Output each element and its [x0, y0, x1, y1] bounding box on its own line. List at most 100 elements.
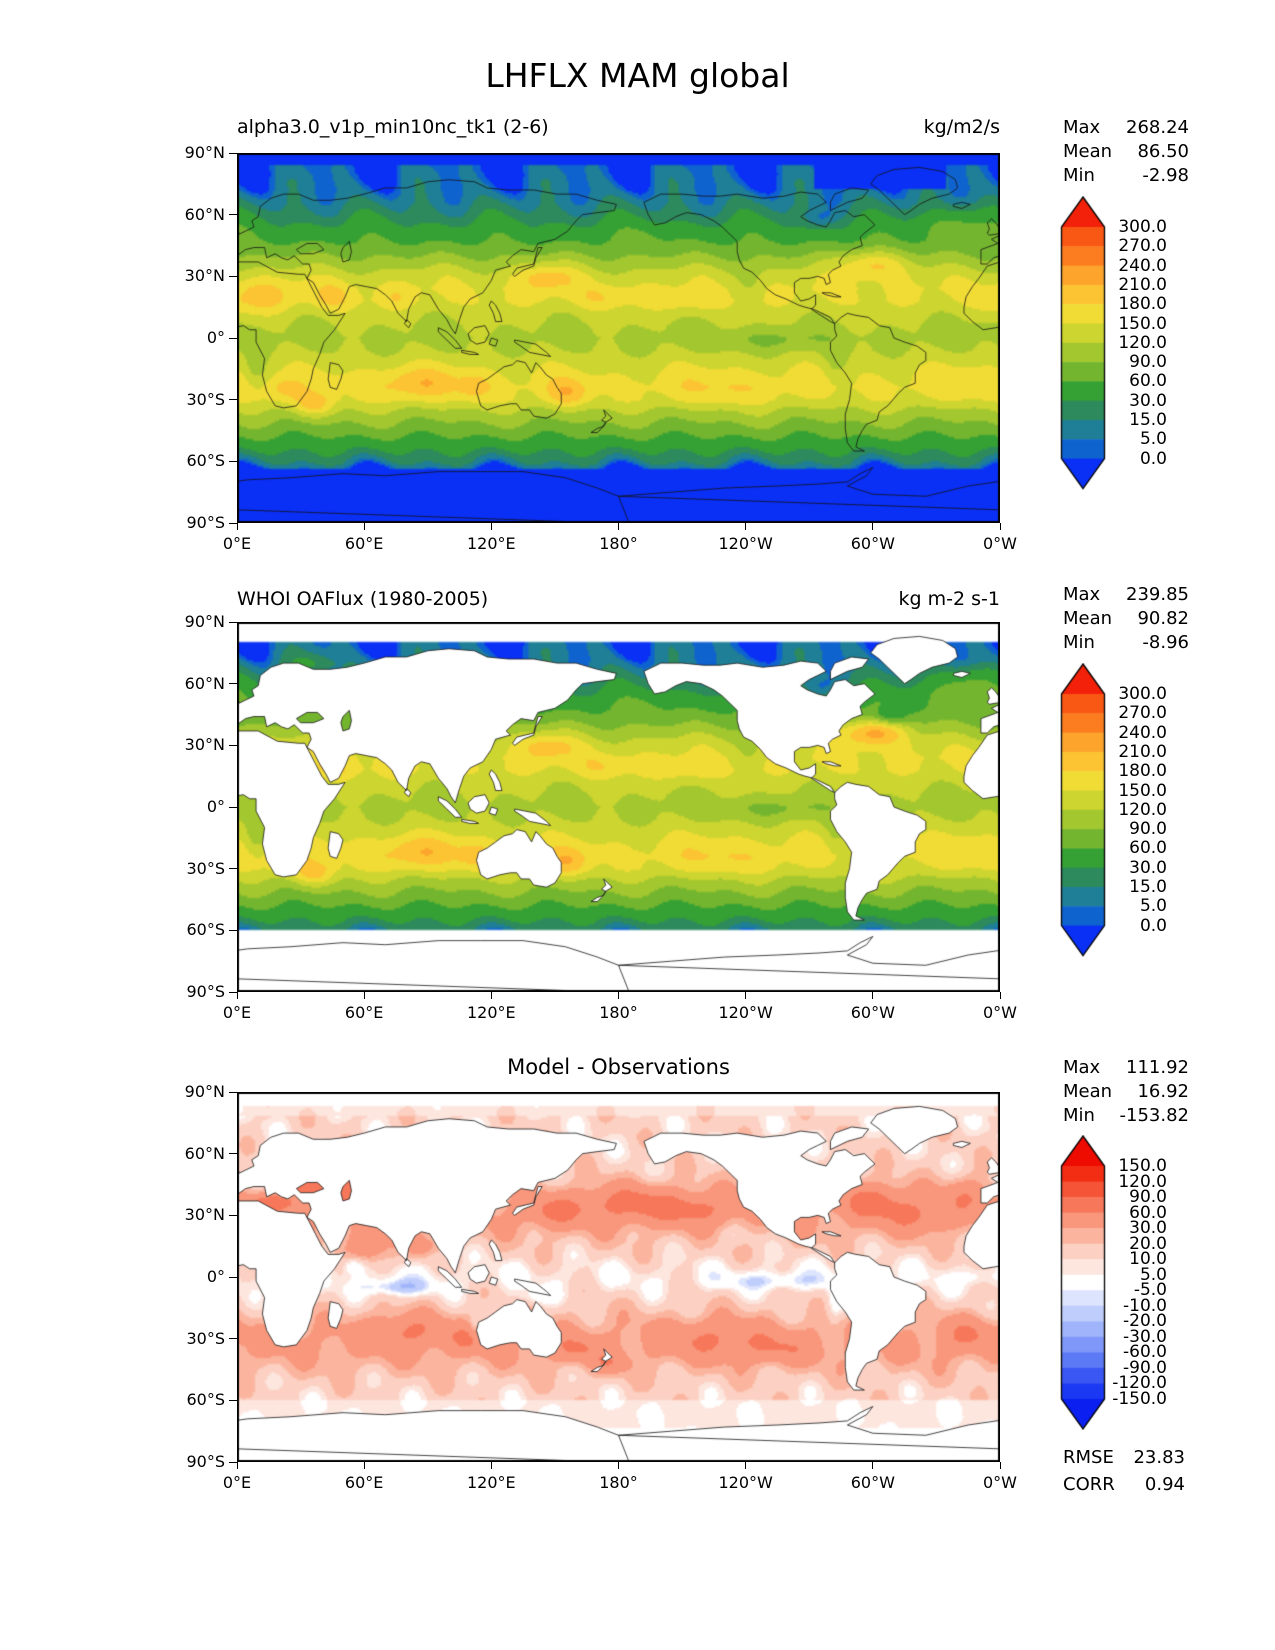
x-tick-label: 60°W: [850, 1473, 895, 1492]
x-tick-mark: [872, 992, 874, 999]
stats-obs: Max 239.85 Mean 90.82 Min -8.96: [1063, 583, 1189, 655]
x-tick-mark: [618, 523, 619, 530]
x-tick-mark: [363, 992, 365, 999]
stat-value: -153.82: [1119, 1105, 1189, 1126]
stat-label: Mean: [1063, 608, 1113, 629]
colorbar-tick-label: 300.0: [1118, 684, 1167, 704]
y-tick-mark: [229, 1461, 237, 1463]
x-tick-label: 180°: [599, 1003, 638, 1022]
y-tick-mark: [229, 337, 237, 339]
x-tick-label: 60°W: [850, 1003, 895, 1022]
metric-value: 23.83: [1133, 1447, 1185, 1468]
y-tick-label: 60°N: [184, 1143, 225, 1163]
colorbar-tick-label: -60.0: [1123, 1342, 1167, 1363]
x-tick-label: 0°W: [983, 534, 1017, 553]
stat-value: 239.85: [1126, 584, 1189, 605]
colorbar-tick-label: 150.0: [1118, 780, 1167, 801]
x-tick-label: 60°E: [344, 1003, 384, 1022]
x-tick-label: 60°E: [344, 1473, 384, 1492]
colorbar-tick-label: 30.0: [1129, 857, 1167, 878]
metric-label: RMSE: [1063, 1447, 1114, 1468]
stat-value: 86.50: [1137, 141, 1189, 162]
y-tick-label: 60°S: [186, 1390, 225, 1410]
colorbar-tick-label: -20.0: [1123, 1311, 1167, 1332]
colorbar-tick-label: 240.0: [1118, 722, 1167, 743]
x-tick-label: 180°: [599, 1473, 638, 1492]
y-tick-mark: [229, 1276, 237, 1278]
colorbar-tick-label: 210.0: [1118, 274, 1167, 295]
x-tick-mark: [236, 523, 238, 530]
x-tick-label: 120°E: [467, 534, 516, 553]
map-obs-canvas: [237, 622, 1000, 992]
stat-label: Min: [1063, 165, 1095, 186]
x-tick-mark: [236, 1462, 238, 1469]
metric-row: CORR 0.94: [1063, 1471, 1185, 1498]
colorbar-tick-label: 270.0: [1118, 703, 1167, 724]
y-tick-label: 0°: [206, 328, 225, 347]
colorbar-tick-label: 30.0: [1129, 390, 1167, 411]
y-tick-label: 90°S: [186, 982, 225, 1001]
x-tick-mark: [490, 992, 492, 999]
colorbar-tick-label: 10.0: [1129, 1249, 1167, 1270]
x-tick-mark: [618, 1462, 619, 1469]
colorbar-tick-label: 5.0: [1139, 429, 1167, 450]
colorbar-tick-label: 15.0: [1129, 410, 1167, 430]
stat-label: Max: [1063, 117, 1101, 138]
colorbar-tick-label: 300.0: [1118, 217, 1167, 237]
stat-label: Max: [1063, 584, 1101, 605]
x-tick-mark: [363, 523, 365, 530]
y-tick-label: 90°N: [184, 143, 225, 162]
colorbar-tick-label: 180.0: [1118, 294, 1167, 315]
stat-value: 268.24: [1126, 117, 1189, 138]
colorbar-tick-label: 180.0: [1118, 761, 1167, 782]
colorbar-tick-label: 210.0: [1118, 741, 1167, 762]
x-tick-label: 120°E: [467, 1003, 516, 1022]
x-tick-label: 0°W: [983, 1473, 1017, 1492]
y-tick-label: 60°S: [186, 451, 225, 471]
y-tick-mark: [229, 152, 237, 154]
y-tick-mark: [229, 868, 237, 870]
metrics-block: RMSE 23.83 CORR 0.94: [1063, 1444, 1185, 1498]
y-tick-label: 60°N: [184, 673, 225, 693]
y-tick-mark: [229, 1153, 237, 1155]
colorbar-tick-label: 60.0: [1129, 838, 1167, 859]
y-tick-label: 30°N: [184, 735, 225, 755]
colorbar-tick-label: -90.0: [1123, 1357, 1167, 1378]
colorbar-tick-label: 20.0: [1129, 1233, 1167, 1254]
y-tick-mark: [229, 806, 237, 808]
y-tick-label: 0°: [206, 797, 225, 816]
x-tick-label: 0°W: [983, 1003, 1017, 1022]
y-tick-mark: [229, 991, 237, 993]
stat-row: Min -153.82: [1063, 1104, 1189, 1128]
y-tick-label: 30°N: [184, 266, 225, 286]
colorbar-tick-label: 120.0: [1118, 1171, 1167, 1192]
figure-title: LHFLX MAM global: [485, 56, 790, 95]
y-tick-label: 90°N: [184, 612, 225, 631]
colorbar-diff: [1060, 1135, 1106, 1430]
x-tick-mark: [618, 992, 619, 999]
y-tick-label: 30°S: [186, 858, 225, 878]
y-tick-mark: [229, 744, 237, 746]
x-tick-mark: [745, 992, 747, 999]
x-tick-label: 0°E: [222, 1003, 252, 1022]
panel-model-title: alpha3.0_v1p_min10nc_tk1 (2-6): [237, 116, 549, 138]
x-tick-label: 180°: [599, 534, 638, 553]
colorbar-tick-label: 240.0: [1118, 255, 1167, 276]
colorbar-tick-label: 150.0: [1118, 313, 1167, 334]
colorbar-tick-label: -120.0: [1112, 1373, 1167, 1394]
colorbar-tick-label: 5.0: [1139, 896, 1167, 917]
y-tick-mark: [229, 1338, 237, 1340]
metric-label: CORR: [1063, 1474, 1115, 1495]
stat-value: -2.98: [1142, 165, 1189, 186]
y-tick-mark: [229, 929, 237, 931]
stat-row: Max 268.24: [1063, 116, 1189, 140]
x-tick-mark: [872, 1462, 874, 1469]
colorbar-tick-label: 0.0: [1139, 915, 1167, 936]
panel-model-units: kg/m2/s: [923, 116, 1000, 138]
x-tick-mark: [490, 523, 492, 530]
metric-value: 0.94: [1144, 1474, 1185, 1495]
stat-row: Mean 86.50: [1063, 140, 1189, 164]
stat-value: -8.96: [1142, 632, 1189, 653]
y-tick-mark: [229, 460, 237, 462]
y-tick-mark: [229, 621, 237, 623]
